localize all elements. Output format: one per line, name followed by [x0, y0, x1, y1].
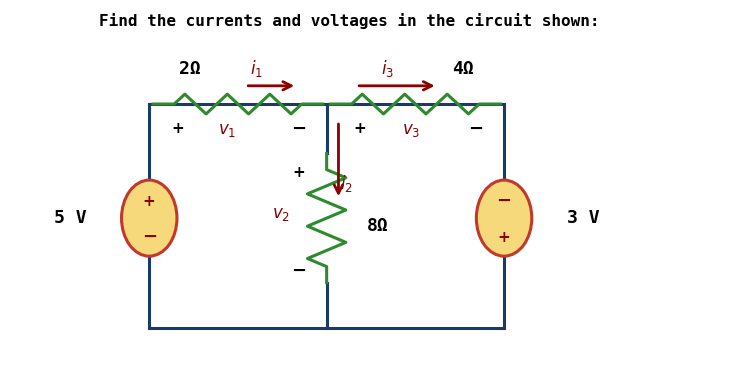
Ellipse shape: [476, 180, 532, 256]
Text: +: +: [292, 165, 305, 180]
Text: $i_1$: $i_1$: [250, 58, 263, 79]
Text: $v_1$: $v_1$: [217, 121, 236, 139]
Text: $i_2$: $i_2$: [340, 173, 353, 195]
Text: −: −: [142, 228, 157, 246]
Text: −: −: [496, 192, 512, 210]
Ellipse shape: [122, 180, 177, 256]
Text: $v_2$: $v_2$: [272, 205, 290, 223]
Text: 2Ω: 2Ω: [179, 60, 201, 78]
Text: 5 V: 5 V: [53, 209, 86, 227]
Text: Find the currents and voltages in the circuit shown:: Find the currents and voltages in the ci…: [99, 13, 599, 29]
Text: −: −: [291, 120, 306, 138]
Text: +: +: [171, 121, 184, 136]
Text: −: −: [468, 120, 484, 138]
Text: −: −: [291, 262, 306, 280]
Text: $i_3$: $i_3$: [381, 58, 394, 79]
Text: 3 V: 3 V: [567, 209, 600, 227]
Text: +: +: [143, 193, 156, 208]
Text: 4Ω: 4Ω: [453, 60, 474, 78]
Text: 8Ω: 8Ω: [367, 217, 389, 235]
Text: $v_3$: $v_3$: [402, 121, 421, 139]
Text: +: +: [498, 230, 510, 245]
Text: +: +: [353, 121, 367, 136]
